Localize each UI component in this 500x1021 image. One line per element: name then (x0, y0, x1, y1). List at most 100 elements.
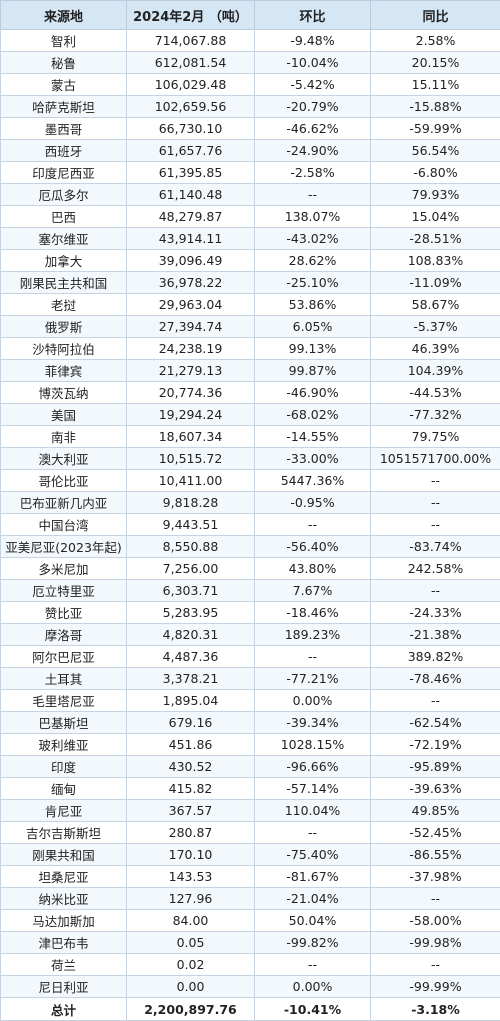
cell-mom: -18.46% (255, 602, 371, 624)
cell-source: 毛里塔尼亚 (1, 690, 127, 712)
cell-mom: -57.14% (255, 778, 371, 800)
cell-volume: 20,774.36 (127, 382, 255, 404)
cell-volume: 61,395.85 (127, 162, 255, 184)
cell-source: 墨西哥 (1, 118, 127, 140)
cell-source: 巴西 (1, 206, 127, 228)
cell-volume: 102,659.56 (127, 96, 255, 118)
cell-volume: 9,818.28 (127, 492, 255, 514)
cell-source: 南非 (1, 426, 127, 448)
cell-source: 尼日利亚 (1, 976, 127, 998)
cell-mom: 99.87% (255, 360, 371, 382)
cell-mom: 43.80% (255, 558, 371, 580)
cell-volume: 143.53 (127, 866, 255, 888)
cell-source: 荷兰 (1, 954, 127, 976)
cell-mom: 99.13% (255, 338, 371, 360)
cell-yoy: 15.04% (371, 206, 500, 228)
cell-yoy: -- (371, 580, 500, 602)
cell-yoy: -44.53% (371, 382, 500, 404)
cell-source: 蒙古 (1, 74, 127, 96)
cell-volume: 415.82 (127, 778, 255, 800)
cell-mom: -21.04% (255, 888, 371, 910)
cell-mom: -46.90% (255, 382, 371, 404)
cell-yoy: 56.54% (371, 140, 500, 162)
cell-mom: -24.90% (255, 140, 371, 162)
cell-mom: -96.66% (255, 756, 371, 778)
cell-yoy: 46.39% (371, 338, 500, 360)
header-source: 来源地 (1, 1, 127, 30)
cell-volume: 6,303.71 (127, 580, 255, 602)
cell-yoy: 104.39% (371, 360, 500, 382)
cell-yoy: 79.93% (371, 184, 500, 206)
cell-yoy: -72.19% (371, 734, 500, 756)
cell-yoy: -62.54% (371, 712, 500, 734)
cell-source: 哈萨克斯坦 (1, 96, 127, 118)
cell-source: 摩洛哥 (1, 624, 127, 646)
cell-mom: -9.48% (255, 30, 371, 52)
cell-volume: 61,140.48 (127, 184, 255, 206)
cell-yoy: -59.99% (371, 118, 500, 140)
cell-yoy: -- (371, 690, 500, 712)
header-row: 来源地 2024年2月 （吨） 环比 同比 (1, 1, 500, 30)
cell-volume: 0.02 (127, 954, 255, 976)
cell-source: 肯尼亚 (1, 800, 127, 822)
cell-volume: 61,657.76 (127, 140, 255, 162)
cell-volume: 5,283.95 (127, 602, 255, 624)
cell-mom: -- (255, 954, 371, 976)
header-volume: 2024年2月 （吨） (127, 1, 255, 30)
cell-source: 西班牙 (1, 140, 127, 162)
cell-source: 赞比亚 (1, 602, 127, 624)
cell-yoy: 49.85% (371, 800, 500, 822)
cell-source: 吉尔吉斯斯坦 (1, 822, 127, 844)
cell-mom: 6.05% (255, 316, 371, 338)
cell-mom: 1028.15% (255, 734, 371, 756)
cell-source: 哥伦比亚 (1, 470, 127, 492)
cell-source: 沙特阿拉伯 (1, 338, 127, 360)
cell-mom: -20.79% (255, 96, 371, 118)
cell-mom: -14.55% (255, 426, 371, 448)
cell-source: 菲律宾 (1, 360, 127, 382)
cell-mom: -43.02% (255, 228, 371, 250)
cell-mom: 7.67% (255, 580, 371, 602)
cell-source: 老挝 (1, 294, 127, 316)
cell-mom: 0.00% (255, 976, 371, 998)
cell-yoy: -86.55% (371, 844, 500, 866)
cell-volume: 0.00 (127, 976, 255, 998)
cell-yoy: 389.82% (371, 646, 500, 668)
total-label: 总计 (1, 998, 127, 1021)
cell-mom: 189.23% (255, 624, 371, 646)
cell-mom: -- (255, 646, 371, 668)
cell-volume: 430.52 (127, 756, 255, 778)
cell-mom: 110.04% (255, 800, 371, 822)
cell-mom: -10.04% (255, 52, 371, 74)
cell-yoy: -83.74% (371, 536, 500, 558)
cell-mom: -- (255, 184, 371, 206)
cell-source: 塞尔维亚 (1, 228, 127, 250)
cell-volume: 106,029.48 (127, 74, 255, 96)
cell-yoy: -77.32% (371, 404, 500, 426)
